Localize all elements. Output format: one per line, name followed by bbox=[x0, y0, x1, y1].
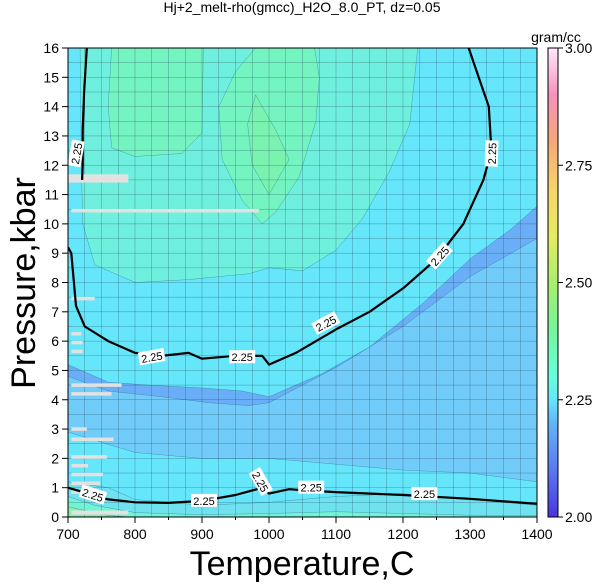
missing-data-strip bbox=[71, 208, 259, 213]
colorbar-tick-label: 2.50 bbox=[565, 275, 592, 291]
contour-label-text: 2.25 bbox=[414, 489, 435, 501]
y-tick-label: 1 bbox=[51, 480, 59, 496]
missing-data-strip bbox=[68, 174, 129, 183]
y-tick-label: 0 bbox=[51, 509, 59, 525]
x-axis-ticks: 700 800 900 1000 1100 1200 1300 1400 bbox=[56, 517, 553, 542]
contour-label-text: 2.25 bbox=[70, 142, 86, 165]
y-tick-label: 5 bbox=[51, 362, 59, 378]
contour-label-box bbox=[229, 350, 256, 364]
y-tick-label: 16 bbox=[43, 40, 59, 56]
contour-label-text: 2.25 bbox=[193, 496, 214, 508]
contour-label: 2.25 bbox=[411, 487, 438, 501]
contour-label-box bbox=[484, 140, 499, 167]
x-tick-label: 1000 bbox=[253, 526, 284, 542]
colorbar-tick-label: 2.00 bbox=[565, 509, 592, 525]
y-tick-label: 8 bbox=[51, 275, 59, 291]
y-tick-label: 14 bbox=[43, 99, 59, 115]
y-tick-label: 15 bbox=[43, 69, 59, 85]
contour-label-box bbox=[191, 493, 217, 507]
x-tick-label: 1200 bbox=[387, 526, 418, 542]
missing-data-strip bbox=[71, 349, 83, 354]
missing-data-strip bbox=[71, 455, 107, 459]
contour-label-box bbox=[298, 480, 325, 494]
colorbar-tick-label: 2.75 bbox=[565, 157, 592, 173]
contour-label-text: 2.25 bbox=[487, 143, 500, 165]
grid-lines bbox=[68, 48, 537, 517]
x-tick-label: 900 bbox=[190, 526, 214, 542]
y-tick-label: 3 bbox=[51, 421, 59, 437]
x-axis-title: Temperature,C bbox=[190, 545, 415, 583]
contour-label-box bbox=[411, 487, 438, 501]
contour-label: 2.25 bbox=[484, 140, 500, 167]
y-tick-label: 13 bbox=[43, 128, 59, 144]
contour-label: 2.25 bbox=[137, 348, 166, 366]
contour-label-text: 2.25 bbox=[140, 350, 163, 366]
contour-line-upper bbox=[68, 48, 493, 366]
colorbar-tick-label: 3.00 bbox=[565, 40, 592, 56]
y-tick-label: 2 bbox=[51, 450, 59, 466]
x-tick-label: 1100 bbox=[321, 526, 351, 542]
x-tick-label: 1400 bbox=[521, 526, 552, 542]
y-axis-title: Pressure,kbar bbox=[5, 177, 43, 389]
missing-data-strip bbox=[71, 296, 95, 301]
contour-label-text: 2.25 bbox=[231, 352, 252, 364]
plot-area: 2.252.25 2.252.252.252.252.25 2.252.25 2.25… bbox=[68, 48, 537, 517]
colorbar-ticks: 2.00 2.25 2.50 2.75 3.00 bbox=[558, 40, 592, 525]
colorbar-tick-label: 2.25 bbox=[565, 392, 592, 408]
contour-label: 2.25 bbox=[68, 139, 86, 168]
missing-data-strip bbox=[71, 463, 89, 468]
x-tick-label: 1300 bbox=[454, 526, 485, 542]
contour-line-left bbox=[81, 48, 88, 180]
missing-data-strip bbox=[71, 510, 129, 515]
missing-data-strip bbox=[71, 490, 82, 494]
missing-data-strip bbox=[71, 437, 114, 442]
missing-data-strip bbox=[71, 383, 122, 387]
missing-data-strips bbox=[68, 174, 259, 515]
y-tick-label: 10 bbox=[43, 216, 59, 232]
contour-label-box bbox=[137, 348, 166, 366]
y-tick-label: 7 bbox=[51, 304, 59, 320]
contour-label-box bbox=[311, 311, 341, 335]
contour-label-box bbox=[425, 241, 453, 270]
contour-label: 2.25 bbox=[191, 493, 217, 508]
contour-label: 2.25 bbox=[229, 350, 256, 364]
contour-label-text: 2.25 bbox=[300, 483, 321, 495]
missing-data-strip bbox=[71, 427, 87, 431]
y-tick-label: 11 bbox=[44, 187, 59, 203]
contour-label-box bbox=[248, 467, 273, 497]
missing-data-strip bbox=[71, 332, 82, 336]
colorbar-scale bbox=[547, 47, 559, 518]
y-tick-label: 6 bbox=[51, 333, 59, 349]
y-tick-label: 9 bbox=[51, 245, 59, 261]
x-tick-label: 800 bbox=[123, 526, 147, 542]
y-tick-label: 4 bbox=[51, 392, 59, 408]
missing-data-strip bbox=[71, 392, 112, 396]
y-tick-label: 12 bbox=[43, 157, 59, 173]
colorbar-unit: gram/cc bbox=[531, 29, 581, 45]
contour-label-box bbox=[68, 139, 85, 168]
missing-data-strip bbox=[71, 340, 83, 345]
density-band-4 bbox=[107, 48, 204, 157]
missing-data-strip bbox=[71, 472, 103, 477]
colorbar: gram/cc 2.00 2.25 2.50 2.75 3.00 bbox=[531, 29, 592, 525]
x-tick-label: 700 bbox=[56, 526, 80, 542]
contour-label: 2.25 bbox=[298, 480, 325, 495]
missing-data-strip bbox=[71, 481, 101, 486]
contour-label-box bbox=[78, 484, 108, 505]
chart-title: Hj+2_melt-rho(gmcc)_H2O_8.0_PT, dz=0.05 bbox=[163, 0, 440, 15]
